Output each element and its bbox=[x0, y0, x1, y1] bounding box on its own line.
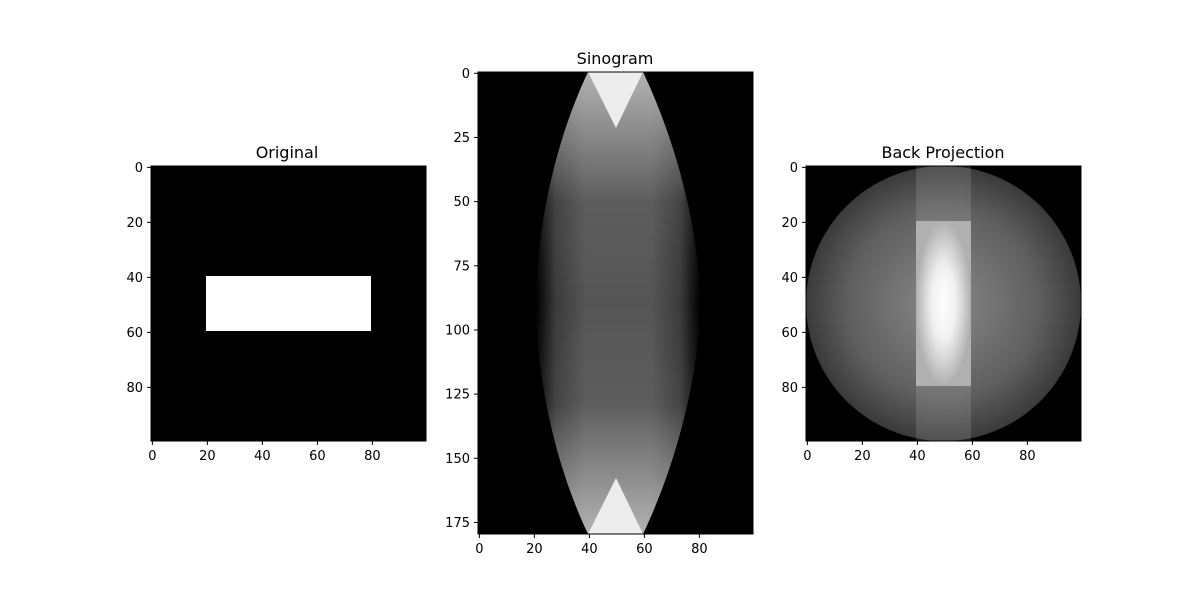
y-tick-label: 175 bbox=[445, 516, 470, 531]
x-tick-label: 20 bbox=[854, 449, 871, 464]
y-tick-label: 0 bbox=[790, 161, 798, 176]
x-tick-label: 80 bbox=[1019, 449, 1036, 464]
x-tick-label: 40 bbox=[581, 542, 598, 557]
panel-sinogram: Sinogram 0 20 40 60 80 0 25 50 75 100 125 150 175 bbox=[445, 49, 754, 557]
y-tick-label: 80 bbox=[781, 381, 798, 396]
x-tick-label: 20 bbox=[199, 449, 216, 464]
x-tick-label: 40 bbox=[254, 449, 271, 464]
sinogram-top-cap bbox=[588, 72, 643, 128]
y-tick-label: 0 bbox=[462, 67, 470, 82]
sinogram-band-highlight bbox=[536, 72, 700, 534]
y-tick-label: 20 bbox=[126, 216, 143, 231]
x-tick-label: 40 bbox=[909, 449, 926, 464]
x-tick-label: 0 bbox=[803, 449, 811, 464]
y-tick-label: 40 bbox=[781, 271, 798, 286]
x-tick-label: 60 bbox=[309, 449, 326, 464]
panel-title: Sinogram bbox=[577, 49, 654, 68]
y-tick-label: 80 bbox=[126, 381, 143, 396]
x-tick-label: 80 bbox=[691, 542, 708, 557]
y-tick-label: 20 bbox=[781, 216, 798, 231]
panel-title: Back Projection bbox=[881, 143, 1004, 162]
y-tick-label: 50 bbox=[453, 195, 470, 210]
sinogram-image bbox=[536, 72, 700, 534]
axes-frame bbox=[150, 165, 427, 442]
x-tick-label: 0 bbox=[475, 542, 483, 557]
y-tick-label: 60 bbox=[126, 326, 143, 341]
panel-title: Original bbox=[256, 143, 319, 162]
x-axis: 0 20 40 60 80 bbox=[803, 165, 1082, 464]
x-tick-label: 20 bbox=[526, 542, 543, 557]
y-tick-label: 25 bbox=[453, 131, 470, 146]
axes-frame bbox=[477, 71, 754, 535]
y-tick-label: 100 bbox=[445, 323, 470, 338]
panel-original: Original 0 20 40 60 80 0 20 40 60 80 bbox=[126, 143, 427, 464]
reconstruction-bright-region bbox=[916, 221, 971, 386]
y-tick-label: 150 bbox=[445, 452, 470, 467]
back-projection-image bbox=[806, 166, 1081, 441]
y-axis: 0 25 50 75 100 125 150 175 bbox=[445, 67, 478, 531]
y-tick-label: 40 bbox=[126, 271, 143, 286]
y-tick-label: 125 bbox=[445, 388, 470, 403]
sinogram-bottom-cap bbox=[588, 478, 643, 534]
x-tick-label: 0 bbox=[148, 449, 156, 464]
x-tick-label: 60 bbox=[964, 449, 981, 464]
axes-frame bbox=[805, 165, 1082, 442]
x-axis: 0 20 40 60 80 bbox=[148, 165, 427, 464]
y-axis: 0 20 40 60 80 bbox=[126, 161, 151, 396]
rectangle-object bbox=[206, 276, 371, 331]
panel-back-projection: Back Projection 0 20 40 60 80 0 20 40 60 80 bbox=[781, 143, 1082, 464]
y-tick-label: 0 bbox=[135, 161, 143, 176]
x-tick-label: 80 bbox=[364, 449, 381, 464]
y-tick-label: 60 bbox=[781, 326, 798, 341]
y-tick-label: 75 bbox=[453, 259, 470, 274]
x-axis: 0 20 40 60 80 bbox=[475, 71, 754, 557]
y-axis: 0 20 40 60 80 bbox=[781, 161, 806, 396]
x-tick-label: 60 bbox=[636, 542, 653, 557]
